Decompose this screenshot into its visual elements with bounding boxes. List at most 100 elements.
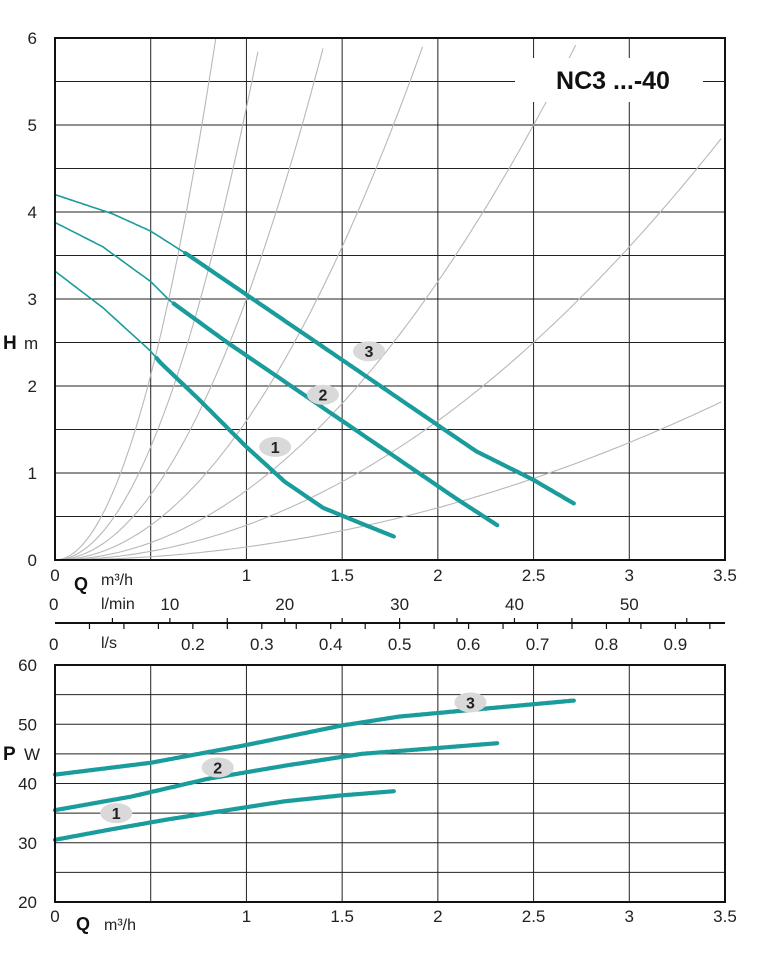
head-curve-badge-label: 2 [319,388,328,405]
ls-tick-label: 0.4 [319,635,343,654]
power-curve-badge [201,757,234,778]
ls-tick-label: 0.3 [250,635,274,654]
ls-tick-label: 0.9 [664,635,688,654]
flow-m3h-tick-label: 3 [625,566,634,585]
system-curve [58,51,259,561]
system-curve [58,138,722,561]
ls-tick-label: 0.2 [181,635,205,654]
head-curve-badge-label: 1 [271,440,280,457]
system-curve [58,48,324,561]
head-y-symbol: H [3,333,17,354]
head-y-tick-label: 5 [28,116,37,135]
head-curve-badges: 1 2 3 [259,341,385,457]
lmin-tick-label: 50 [620,595,639,614]
head-curve-badge-label: 3 [364,344,373,361]
power-curve-badge-label: 3 [466,695,475,712]
power-y-tick-label: 20 [18,893,37,912]
power-x-symbol: Q [76,914,90,934]
flow-m3h-tick-label: 3.5 [713,566,737,585]
flow-axis-unit: m³/h [101,572,133,589]
power-curves [52,698,576,842]
head-y-tick-label: 3 [28,290,37,309]
power-y-axis-label: P W [3,744,40,765]
model-label-box: NC3 ...-40 [515,58,703,102]
lmin-tick-label: 30 [390,595,409,614]
power-curve-badge [100,803,133,824]
head-curve-1 [154,355,396,539]
flow-axis-symbol: Q [74,574,88,594]
model-label: NC3 ...-40 [556,67,670,95]
ls-unit-label: l/s [101,635,117,652]
head-curve-1-thin [54,270,158,359]
power-curve-2 [52,741,500,813]
power-x-unit: m³/h [104,917,136,934]
system-curve [58,44,577,561]
flow-m3h-tick-label: 1.5 [330,566,354,585]
power-flow-chart: 1 2 3 20 30 40 50 60 P W 0 1 1.5 2 2.5 3 3.5 Q m³/h [3,656,737,934]
head-y-tick-label: 1 [28,464,37,483]
power-curve-3 [52,698,576,777]
power-curve-badge-label: 1 [112,806,121,823]
system-curve [58,38,217,561]
power-y-tick-label: 40 [18,775,37,794]
head-curve-badge [352,341,385,362]
flow-m3h-tick-label: 1 [242,566,251,585]
head-chart-frame [54,37,726,561]
head-y-tick-label: 2 [28,377,37,396]
head-curve-3-thin [54,193,186,254]
power-x-tick-label: 3 [625,907,634,926]
head-y-tick-label: 0 [28,551,37,570]
head-y-tick-label: 4 [28,203,37,222]
power-x-tick-label: 1 [242,907,251,926]
power-y-ticks: 20 30 40 50 60 [18,656,37,912]
flow-m3h-tick-label: 2 [433,566,442,585]
power-y-tick-label: 60 [18,656,37,675]
lmin-tick-label: 40 [505,595,524,614]
head-y-ticks: 0 1 2 3 4 5 6 [28,29,37,570]
lmin-tick-label: 20 [275,595,294,614]
head-curve-2-thin [54,221,175,305]
lmin-zero-label: 0 [49,595,58,614]
system-curves [58,38,722,561]
power-curve-badge [454,692,487,713]
power-curve-badges: 1 2 3 [100,692,487,824]
ls-tick-label: 0.5 [388,635,412,654]
power-y-tick-label: 30 [18,834,37,853]
power-chart-frame [54,664,726,903]
flow-m3h-tick-label: 0 [50,566,59,585]
lmin-tick-label: 10 [160,595,179,614]
head-curve-3 [183,251,576,506]
power-curve-1 [52,789,396,842]
ls-tick-label: 0.7 [526,635,550,654]
power-y-symbol: P [3,744,16,765]
head-curve-2 [171,301,500,528]
system-curve [58,46,424,561]
power-chart-grid [55,665,725,902]
head-y-axis-label: H m [3,333,38,354]
ls-tick-label: 0.6 [457,635,481,654]
power-curve-badge-label: 2 [213,761,222,778]
head-flow-chart: 1 2 3 NC3 ...-40 0 1 2 3 4 5 6 H m Q m³/h 0 1 1.5 2… [3,29,737,654]
head-y-unit: m [24,334,38,353]
power-x-tick-label: 3.5 [713,907,737,926]
head-chart-grid [55,38,725,560]
power-x-tick-label: 2.5 [522,907,546,926]
flow-m3h-axis: Q m³/h 0 1 1.5 2 2.5 3 3.5 [50,566,737,594]
ls-tick-label: 0.8 [595,635,619,654]
power-y-tick-label: 50 [18,715,37,734]
lmin-unit-label: l/min [101,596,135,613]
head-y-tick-label: 6 [28,29,37,48]
flow-lmin-axis: 0 l/min 10 20 30 40 50 [49,595,688,623]
head-curve-badge [259,436,292,457]
power-y-unit: W [24,745,40,764]
system-curve [58,401,722,561]
power-x-ticks: 0 1 1.5 2 2.5 3 3.5 [50,907,737,926]
flow-ls-axis: 0 l/s 0.2 0.3 0.4 0.5 0.6 0.7 0.8 0.9 [49,622,725,654]
flow-m3h-tick-label: 2.5 [522,566,546,585]
head-curves [54,193,576,539]
power-x-tick-label: 2 [433,907,442,926]
power-x-tick-label: 1.5 [330,907,354,926]
power-x-axis-label: Q m³/h [76,914,136,934]
power-x-tick-label: 0 [50,907,59,926]
